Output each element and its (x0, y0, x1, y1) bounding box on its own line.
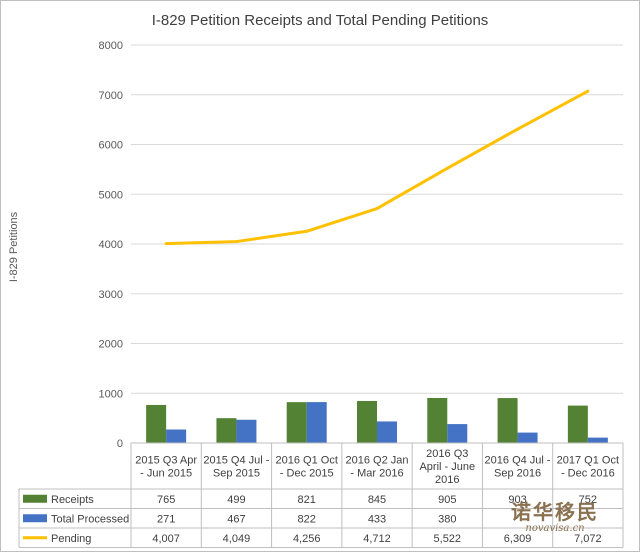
category-label: 2015 Q3 Apr (135, 455, 197, 467)
data-label: 905 (438, 494, 456, 506)
category-label: 2016 Q1 Oct (276, 455, 338, 467)
category-label: 2016 Q2 Jan (346, 455, 409, 467)
bar-total-processed (377, 421, 397, 443)
data-label: 467 (227, 513, 245, 525)
legend-label: Receipts (51, 494, 94, 506)
category-label: 2017 Q1 Oct (557, 455, 619, 467)
bar-receipts (146, 404, 167, 443)
line-point (375, 207, 379, 211)
bar-total-processed (447, 424, 468, 443)
y-tick-label: 8000 (99, 40, 123, 52)
legend-label: Total Processed (51, 513, 129, 525)
data-label: 4,712 (363, 533, 391, 545)
category-label: April - June (419, 461, 475, 473)
data-label: 271 (157, 513, 175, 525)
chart-title: I-829 Petition Receipts and Total Pendin… (151, 12, 489, 29)
bar-receipts (497, 398, 518, 443)
category-label: - Mar 2016 (350, 468, 403, 480)
bar-receipts (216, 418, 237, 443)
data-label: 499 (227, 494, 245, 506)
y-tick-label: 7000 (99, 90, 123, 102)
line-point (586, 89, 590, 93)
data-label: 752 (579, 494, 597, 506)
category-label: 2016 Q3 (426, 448, 468, 460)
bar-total-processed (166, 429, 187, 443)
data-label: 765 (157, 494, 175, 506)
line-point (305, 229, 309, 233)
watermark-url: novavisa.cn (525, 523, 585, 534)
y-tick-label: 2000 (99, 339, 123, 351)
bar-total-processed (517, 432, 538, 443)
data-label: 6,309 (504, 533, 532, 545)
category-label: Sep 2015 (213, 468, 260, 480)
bar-receipts (357, 400, 377, 443)
category-label: 2015 Q4 Jul - (203, 455, 269, 467)
data-label: 4,007 (152, 533, 180, 545)
y-tick-label: 5000 (99, 189, 123, 201)
category-label: Sep 2016 (494, 468, 541, 480)
bar-receipts (567, 405, 588, 443)
y-tick-label: 6000 (99, 140, 123, 152)
line-point (234, 240, 238, 244)
data-label: 822 (298, 513, 316, 525)
data-label: 380 (438, 513, 456, 525)
bar-total-processed (236, 419, 257, 443)
category-label: 2016 (435, 474, 459, 486)
bar-total-processed (587, 437, 608, 443)
bar-total-processed (306, 402, 327, 443)
y-tick-label: 4000 (99, 239, 123, 251)
data-label: 4,256 (293, 533, 321, 545)
bar-receipts (286, 402, 307, 443)
legend-key-receipts (23, 494, 47, 503)
data-label: 903 (508, 494, 526, 506)
watermark-logo: 诺华移民 novavisa.cn (485, 501, 625, 541)
data-label: 5,522 (434, 533, 462, 545)
category-label: - Dec 2015 (280, 468, 334, 480)
legend-key-total-processed (23, 514, 47, 523)
line-point (164, 242, 168, 246)
y-tick-label: 0 (117, 438, 123, 450)
watermark-text: 诺华移民 (511, 500, 599, 524)
data-label: 845 (368, 494, 386, 506)
line-point (516, 127, 520, 131)
y-tick-label: 1000 (99, 388, 123, 400)
data-label: 821 (298, 494, 316, 506)
category-label: - Dec 2016 (561, 468, 615, 480)
data-label: 4,049 (223, 533, 251, 545)
data-label: 433 (368, 513, 386, 525)
category-label: 2016 Q4 Jul - (485, 455, 551, 467)
y-tick-label: 3000 (99, 289, 123, 301)
line-point (445, 166, 449, 170)
category-label: - Jun 2015 (140, 468, 192, 480)
legend-label: Pending (51, 533, 91, 545)
bar-receipts (427, 397, 448, 443)
data-label: 7,072 (574, 533, 602, 545)
line-pending (166, 89, 589, 246)
